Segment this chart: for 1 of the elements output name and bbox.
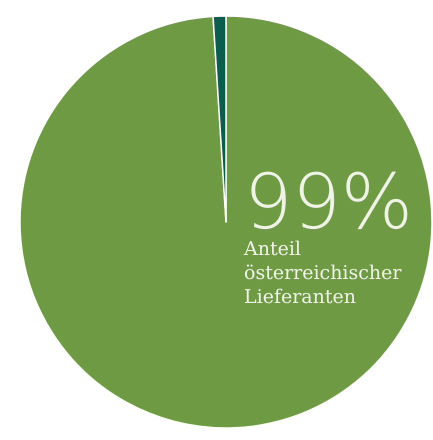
pie-slice bbox=[19, 15, 433, 429]
